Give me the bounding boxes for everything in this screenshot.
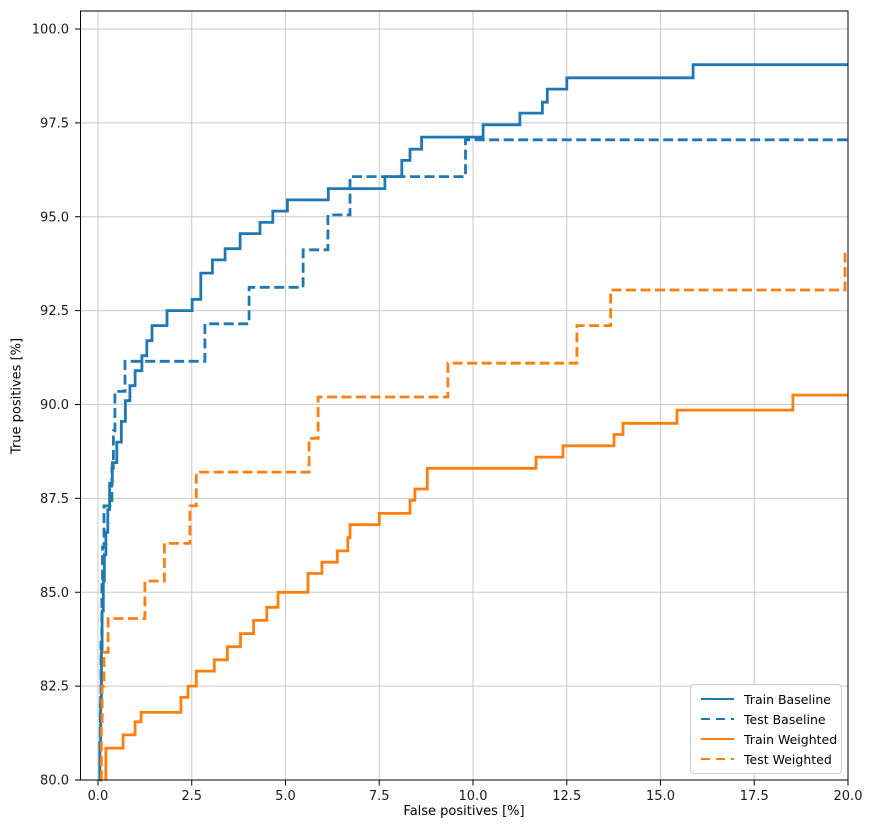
series-train-baseline <box>98 63 848 782</box>
y-tick-label: 92.5 <box>40 304 69 319</box>
test-weighted-line-sample <box>701 757 734 761</box>
x-tick-label: 2.5 <box>181 789 202 804</box>
y-tick-label: 100.0 <box>32 23 69 38</box>
legend-item-train-weighted: Train Weighted <box>691 729 841 749</box>
y-tick-label: 95.0 <box>40 210 69 225</box>
y-tick-label: 97.5 <box>40 116 69 131</box>
legend-label: Train Baseline <box>744 691 831 707</box>
y-tick-label: 90.0 <box>40 398 69 413</box>
x-tick-label: 12.5 <box>552 789 581 804</box>
y-tick-label: 85.0 <box>40 586 69 601</box>
legend-label: Test Weighted <box>744 751 832 767</box>
series-train-weighted <box>104 393 848 780</box>
legend-item-train-baseline: Train Baseline <box>691 689 841 709</box>
legend: Train Baseline Test Baseline Train Weigh… <box>690 684 842 774</box>
train-weighted-line-sample <box>701 737 734 741</box>
x-tick-label: 17.5 <box>740 789 769 804</box>
plot-border <box>80 10 849 781</box>
legend-label: Train Weighted <box>744 731 838 747</box>
series-test-baseline <box>98 138 848 782</box>
x-tick-label: 0.0 <box>88 789 109 804</box>
legend-label: Test Baseline <box>744 711 826 727</box>
x-tick-label: 20.0 <box>834 789 863 804</box>
series-test-weighted <box>100 249 848 782</box>
y-tick-label: 87.5 <box>40 492 69 507</box>
x-tick-label: 15.0 <box>646 789 675 804</box>
x-axis-label: False positives [%] <box>403 804 525 819</box>
y-axis-label: True positives [%] <box>9 337 25 455</box>
test-baseline-line-sample <box>701 717 734 721</box>
y-tick-label: 82.5 <box>40 680 69 695</box>
legend-item-test-weighted: Test Weighted <box>691 749 841 769</box>
train-baseline-line-sample <box>701 697 734 701</box>
y-tick-label: 80.0 <box>40 774 69 789</box>
x-tick-label: 7.5 <box>369 789 390 804</box>
x-tick-label: 5.0 <box>275 789 296 804</box>
x-tick-label: 10.0 <box>459 789 488 804</box>
legend-item-test-baseline: Test Baseline <box>691 709 841 729</box>
